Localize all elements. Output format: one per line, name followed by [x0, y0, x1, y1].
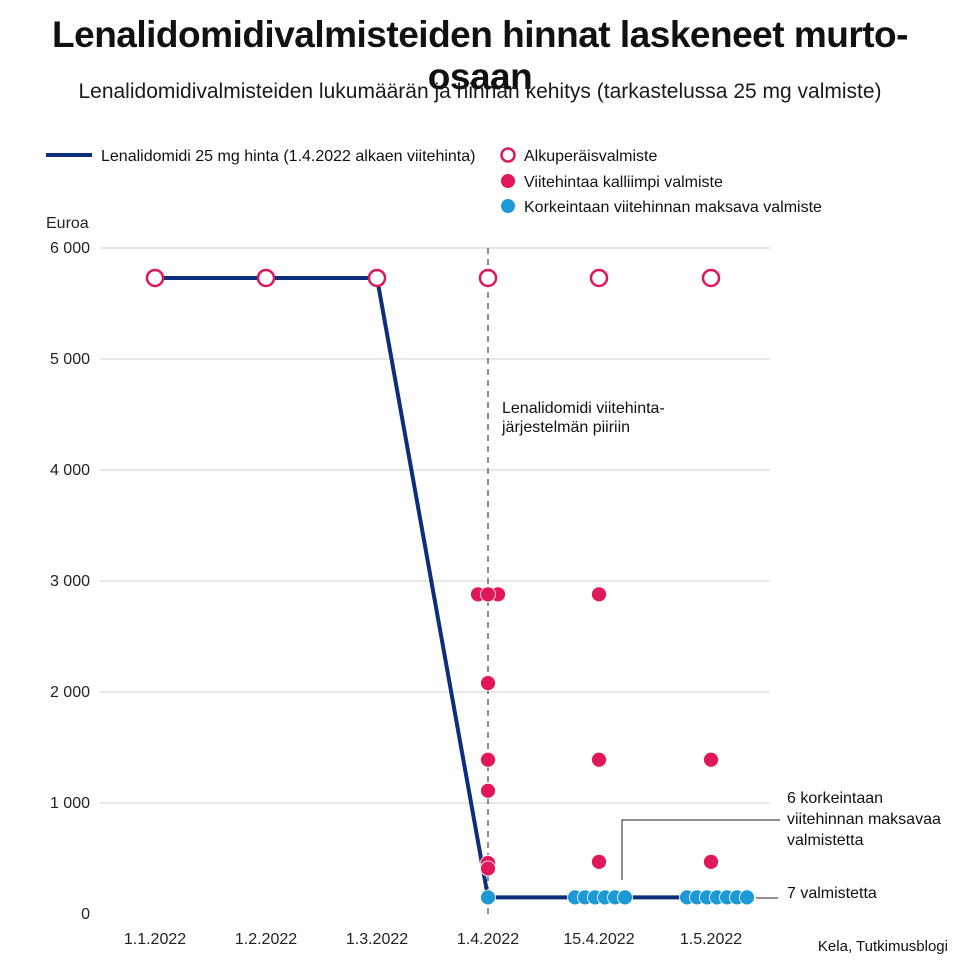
point-original — [478, 268, 498, 288]
y-axis-ticks: 0 1 000 2 000 3 000 4 000 5 000 6 000 — [50, 240, 90, 923]
point-expensive — [480, 782, 496, 799]
point-expensive — [480, 586, 496, 603]
point-expensive — [591, 751, 607, 768]
annotation-seven: 7 valmistetta — [787, 885, 877, 902]
annotation-six-line3: valmistetta — [787, 832, 864, 849]
y-tick-label: 5 000 — [50, 351, 90, 368]
annotation-six-line2: viitehinnan maksavaa — [787, 811, 941, 828]
y-tick-label: 3 000 — [50, 573, 90, 590]
y-tick-label: 4 000 — [50, 462, 90, 479]
point-expensive — [591, 853, 607, 870]
point-cheap — [480, 889, 496, 906]
point-original — [589, 268, 609, 288]
y-tick-label: 2 000 — [50, 684, 90, 701]
x-tick-label: 1.4.2022 — [457, 931, 519, 948]
annotation-reform-line2: järjestelmän piiriin — [501, 419, 630, 436]
x-tick-label: 1.2.2022 — [235, 931, 297, 948]
annotation-reform-line1: Lenalidomidi viitehinta- — [502, 400, 665, 417]
legend-label-cheap: Korkeintaan viitehinnan maksava valmiste — [524, 199, 822, 216]
x-tick-label: 1.5.2022 — [680, 931, 742, 948]
y-tick-label: 6 000 — [50, 240, 90, 257]
legend-label-line: Lenalidomidi 25 mg hinta (1.4.2022 alkae… — [101, 148, 475, 165]
chart-title: Lenalidomidivalmisteiden hinnat laskenee… — [52, 14, 908, 97]
legend-label-expensive: Viitehintaa kalliimpi valmiste — [524, 174, 723, 191]
x-tick-label: 1.3.2022 — [346, 931, 408, 948]
annotation-six-leader — [621, 819, 780, 880]
legend: Lenalidomidi 25 mg hinta (1.4.2022 alkae… — [46, 147, 822, 216]
legend-label-original: Alkuperäisvalmiste — [524, 148, 657, 165]
y-tick-label: 1 000 — [50, 795, 90, 812]
point-expensive — [703, 853, 719, 870]
source-note: Kela, Tutkimusblogi — [817, 938, 948, 955]
y-tick-label: 0 — [81, 906, 90, 923]
x-tick-label: 15.4.2022 — [563, 931, 634, 948]
x-axis-ticks: 1.1.2022 1.2.2022 1.3.2022 1.4.2022 15.4.202… — [124, 931, 742, 948]
legend-swatch-expensive — [501, 174, 515, 188]
point-expensive — [480, 751, 496, 768]
point-expensive — [703, 751, 719, 768]
annotation-six-line1: 6 korkeintaan — [787, 790, 883, 807]
legend-swatch-cheap — [501, 199, 515, 213]
x-tick-label: 1.1.2022 — [124, 931, 186, 948]
point-expensive — [591, 586, 607, 603]
gridlines — [100, 247, 770, 804]
price-line — [155, 275, 741, 900]
chart-subtitle: Lenalidomidivalmisteiden lukumäärän ja h… — [78, 80, 882, 103]
point-original — [256, 268, 276, 288]
point-original — [701, 268, 721, 288]
point-expensive — [480, 860, 496, 877]
point-expensive — [480, 675, 496, 692]
y-axis-label: Euroa — [46, 215, 89, 232]
point-cheap — [617, 889, 633, 906]
legend-swatch-original — [500, 147, 516, 163]
point-original — [367, 268, 387, 288]
point-cheap — [739, 889, 755, 906]
point-original — [145, 268, 165, 288]
data-points — [145, 268, 755, 906]
